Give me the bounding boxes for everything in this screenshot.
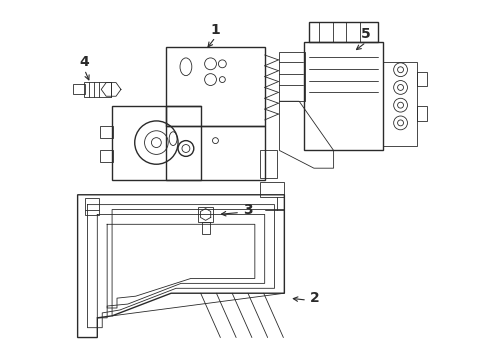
Bar — [166, 47, 264, 126]
Bar — [197, 207, 213, 222]
Bar — [100, 126, 113, 138]
Bar — [416, 106, 426, 121]
Text: 5: 5 — [361, 27, 370, 41]
Text: 4: 4 — [80, 55, 89, 69]
Bar — [84, 198, 99, 215]
Bar — [83, 82, 111, 97]
Bar — [73, 85, 84, 94]
Bar — [201, 222, 209, 234]
Bar — [279, 52, 305, 101]
Bar — [259, 150, 277, 178]
Bar — [259, 182, 284, 197]
Text: 2: 2 — [309, 291, 319, 305]
Bar — [416, 72, 426, 86]
Bar — [382, 62, 416, 145]
Bar — [304, 42, 382, 150]
Bar — [166, 126, 264, 180]
Bar — [112, 106, 200, 180]
Text: 1: 1 — [210, 23, 220, 37]
Bar — [100, 150, 113, 162]
Text: 3: 3 — [243, 203, 252, 216]
